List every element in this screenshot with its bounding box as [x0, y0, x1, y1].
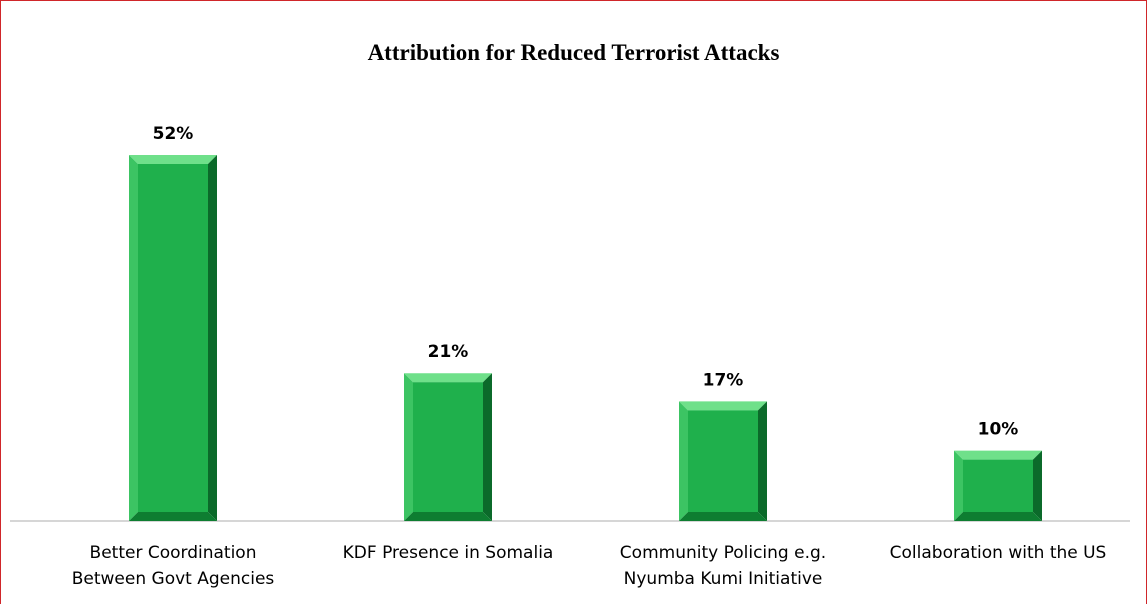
- data-label: 10%: [978, 420, 1019, 440]
- tick-label-line: Better Coordination: [89, 543, 257, 563]
- tick-label-line: Community Policing e.g.: [619, 543, 827, 563]
- data-label: 52%: [153, 124, 194, 144]
- data-label: 17%: [703, 370, 744, 390]
- bar: [954, 450, 1042, 521]
- bar: [679, 401, 767, 521]
- data-label: 21%: [428, 342, 469, 362]
- x-tick-label: Community Policing e.g. Nyumba Kumi Initi…: [593, 540, 853, 592]
- tick-label-line: KDF Presence in Somalia: [342, 543, 554, 563]
- x-tick-label: Better Coordination Between Govt Agencies: [43, 540, 303, 592]
- bar: [129, 155, 217, 521]
- tick-label-line: Between Govt Agencies: [71, 569, 275, 589]
- x-tick-label: Collaboration with the US: [868, 540, 1128, 566]
- tick-label-line: Nyumba Kumi Initiative: [623, 569, 823, 589]
- tick-label-line: Collaboration with the US: [889, 543, 1107, 563]
- bar: [404, 373, 492, 521]
- x-tick-label: KDF Presence in Somalia: [318, 540, 578, 566]
- chart-title: Attribution for Reduced Terrorist Attack…: [367, 40, 780, 65]
